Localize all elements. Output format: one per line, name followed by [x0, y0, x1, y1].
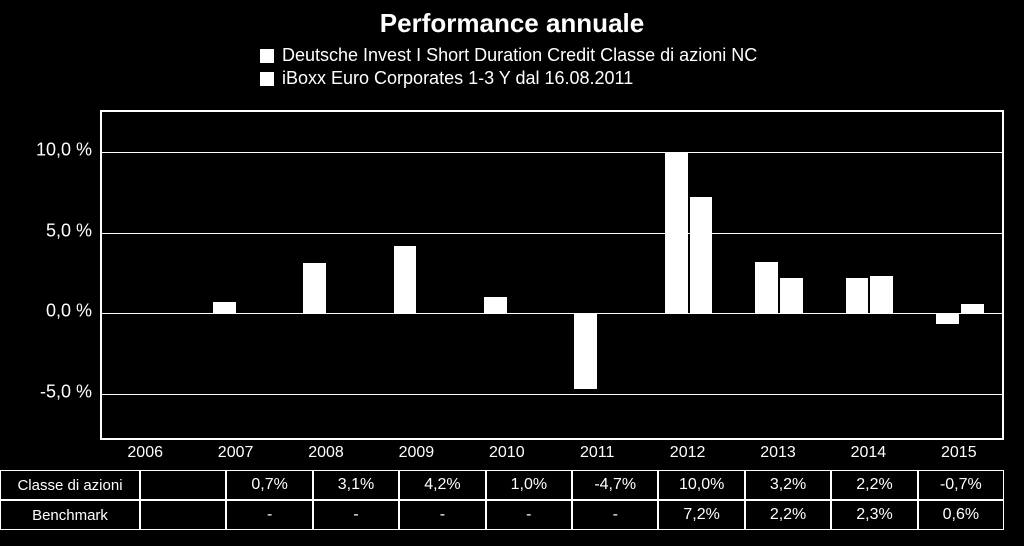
- y-axis: -5,0 % 0,0 % 5,0 % 10,0 %: [0, 110, 98, 440]
- performance-chart: Performance annuale Deutsche Invest I Sh…: [0, 0, 1024, 546]
- x-tick-label: 2008: [308, 444, 344, 462]
- chart-title: Performance annuale: [0, 0, 1024, 45]
- x-tick-label: 2006: [127, 444, 163, 462]
- bar: [961, 304, 984, 314]
- legend-item-series-a: Deutsche Invest I Short Duration Credit …: [260, 45, 1024, 66]
- bar: [870, 276, 893, 313]
- x-tick-label: 2010: [489, 444, 525, 462]
- y-tick-label: 0,0 %: [2, 301, 92, 322]
- y-tick-label: -5,0 %: [2, 381, 92, 402]
- table-cell: -: [486, 500, 572, 530]
- x-tick-label: 2011: [580, 444, 614, 462]
- table-cell: 7,2%: [658, 500, 744, 530]
- table-cell: 2,2%: [745, 500, 831, 530]
- bar: [574, 313, 597, 389]
- bar: [780, 278, 803, 313]
- gridline: [102, 394, 1002, 395]
- table-cell: [140, 470, 226, 500]
- legend: Deutsche Invest I Short Duration Credit …: [260, 45, 1024, 89]
- table-cell: -: [399, 500, 485, 530]
- bar: [755, 262, 778, 314]
- gridline: [102, 152, 1002, 153]
- x-tick-label: 2009: [399, 444, 435, 462]
- table-cell: 0,6%: [918, 500, 1004, 530]
- table-cell: -: [226, 500, 312, 530]
- table-cell: 3,2%: [745, 470, 831, 500]
- legend-label: iBoxx Euro Corporates 1-3 Y dal 16.08.20…: [282, 68, 633, 89]
- bars-layer: [102, 112, 1002, 438]
- bar: [303, 263, 326, 313]
- table-row: Benchmark-----7,2%2,2%2,3%0,6%: [0, 500, 1004, 530]
- table-cell: 0,7%: [226, 470, 312, 500]
- table-cell: 2,2%: [831, 470, 917, 500]
- row-header: Benchmark: [0, 500, 140, 530]
- table-cell: -: [572, 500, 658, 530]
- gridline: [102, 233, 1002, 234]
- bar: [936, 313, 959, 324]
- legend-label: Deutsche Invest I Short Duration Credit …: [282, 45, 757, 66]
- x-axis-labels: 2006 2007 2008 2009 2010 2011 2012 2013 2014 2015: [100, 444, 1004, 468]
- legend-swatch-icon: [260, 72, 274, 86]
- table-cell: 3,1%: [313, 470, 399, 500]
- data-table: Classe di azioni 0,7%3,1%4,2%1,0%-4,7%10,…: [0, 470, 1004, 530]
- table-cell: [140, 500, 226, 530]
- bar: [213, 302, 236, 313]
- table-cell: -: [313, 500, 399, 530]
- gridline: [102, 313, 1002, 314]
- table-cell: 1,0%: [486, 470, 572, 500]
- plot-area: [100, 110, 1004, 440]
- x-tick-label: 2013: [760, 444, 796, 462]
- x-tick-label: 2012: [670, 444, 706, 462]
- x-tick-label: 2014: [851, 444, 887, 462]
- bar: [484, 297, 507, 313]
- bar: [394, 246, 417, 314]
- table-cell: 4,2%: [399, 470, 485, 500]
- table-cell: -0,7%: [918, 470, 1004, 500]
- x-tick-label: 2015: [941, 444, 977, 462]
- x-tick-label: 2007: [218, 444, 254, 462]
- legend-swatch-icon: [260, 49, 274, 63]
- table-row: Classe di azioni 0,7%3,1%4,2%1,0%-4,7%10,…: [0, 470, 1004, 500]
- y-tick-label: 10,0 %: [2, 140, 92, 161]
- bar: [690, 197, 713, 313]
- y-tick-label: 5,0 %: [2, 220, 92, 241]
- row-header: Classe di azioni: [0, 470, 140, 500]
- bar: [846, 278, 869, 313]
- table-cell: -4,7%: [572, 470, 658, 500]
- legend-item-series-b: iBoxx Euro Corporates 1-3 Y dal 16.08.20…: [260, 68, 1024, 89]
- table-cell: 2,3%: [831, 500, 917, 530]
- table-cell: 10,0%: [658, 470, 744, 500]
